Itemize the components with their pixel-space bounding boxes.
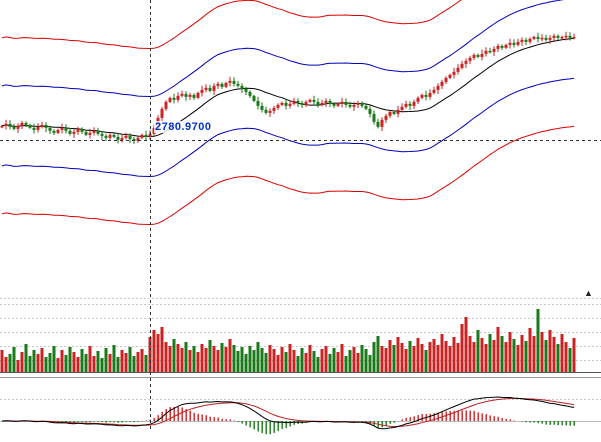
- envelope-band-lines: [1, 0, 575, 226]
- candlestick-series: [0, 31, 576, 144]
- crosshair-price-label: 2780.9700: [154, 121, 213, 133]
- panel-collapse-arrow-icon[interactable]: ▲: [584, 288, 593, 298]
- crosshair: [0, 0, 601, 432]
- volume-bars: [0, 309, 576, 372]
- macd-series: [1, 396, 575, 435]
